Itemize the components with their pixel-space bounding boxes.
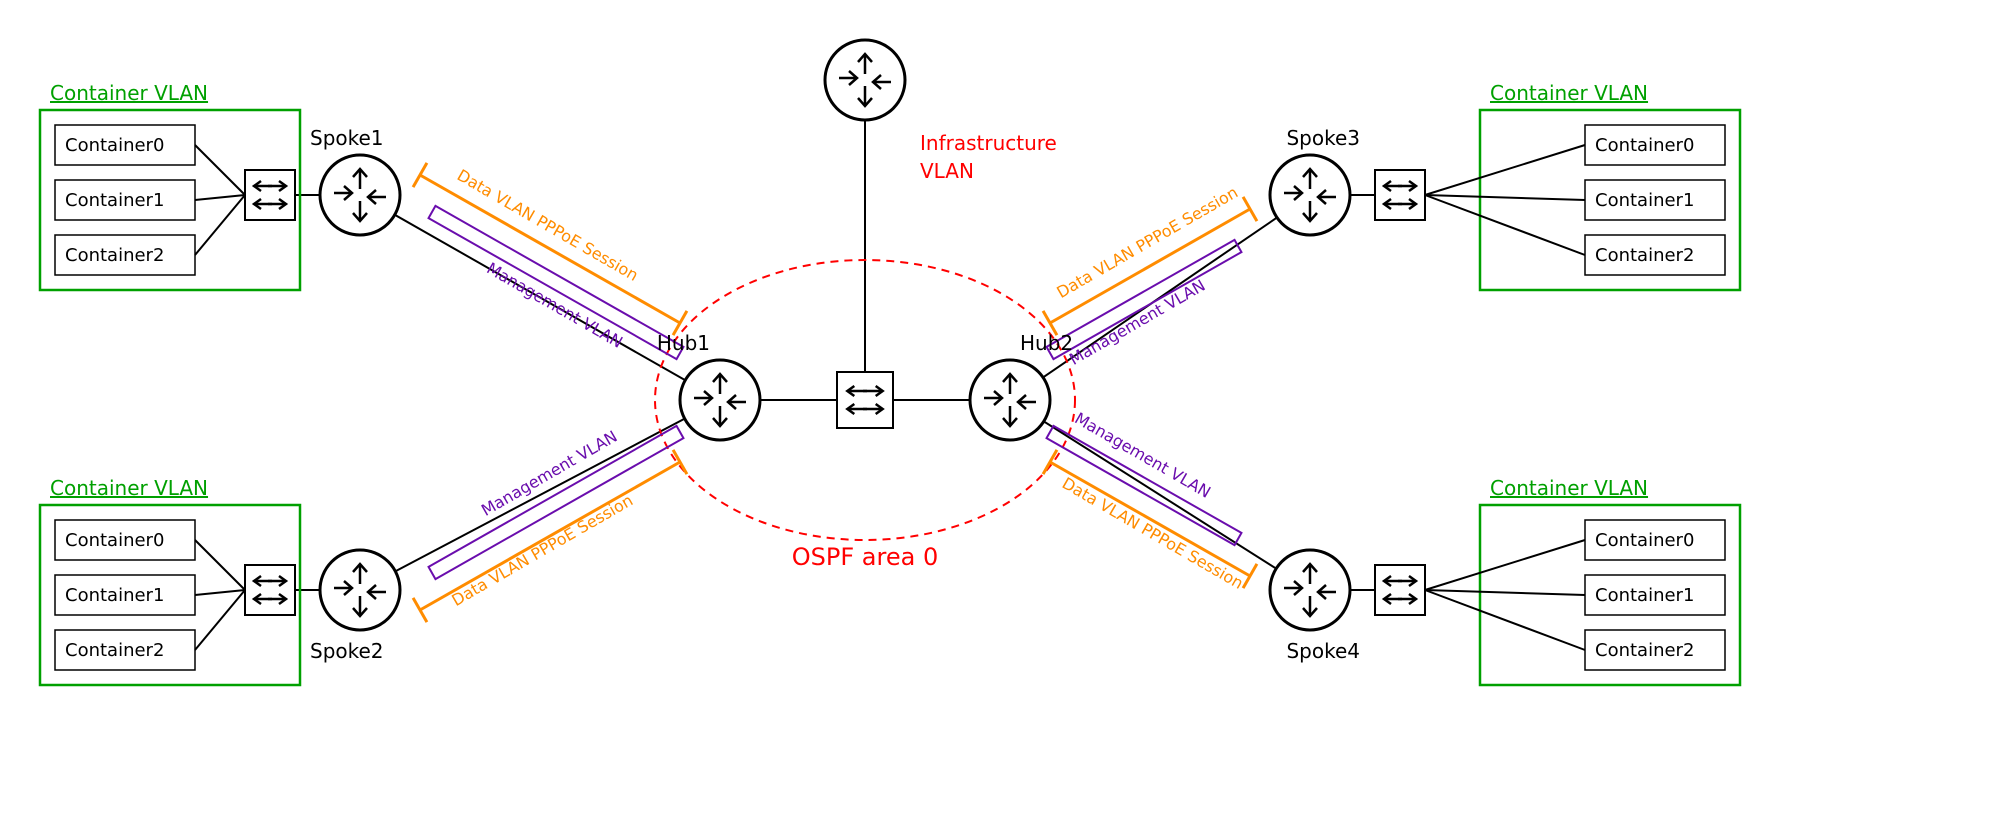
container-vlan-title: Container VLAN: [50, 476, 208, 500]
container-link: [195, 145, 245, 195]
mgmt-vlan-outline: [1047, 240, 1242, 359]
infra-router-icon: [825, 40, 905, 120]
spoke3-label: Spoke3: [1286, 126, 1360, 150]
hub2-router-icon: [970, 360, 1050, 440]
container-label: Container2: [65, 640, 164, 661]
container-label: Container2: [1595, 640, 1694, 661]
container-vlan-title: Container VLAN: [1490, 81, 1648, 105]
container-switch-icon: [1375, 565, 1425, 615]
container-label: Container2: [1595, 245, 1694, 266]
spoke4-router-icon: [1270, 550, 1350, 630]
mgmt-vlan-outline: [429, 426, 684, 579]
ospf-label: OSPF area 0: [792, 543, 938, 571]
container-group-br: Container VLAN Container0 Container1 Contai…: [1425, 476, 1740, 685]
container-group-tr: Container VLAN Container0 Container1 Contai…: [1425, 81, 1740, 290]
container-vlan-title: Container VLAN: [1490, 476, 1648, 500]
container-link: [1425, 590, 1585, 650]
container-link: [195, 540, 245, 590]
container-label: Container0: [1595, 530, 1694, 551]
container-switch-icon: [1375, 170, 1425, 220]
hub1-router-icon: [680, 360, 760, 440]
container-label: Container2: [65, 245, 164, 266]
hub2-label: Hub2: [1020, 331, 1073, 355]
container-vlan-title: Container VLAN: [50, 81, 208, 105]
container-link: [1425, 540, 1585, 590]
data-vlan-label: Data VLAN PPPoE Session: [454, 166, 642, 285]
spoke1-router-icon: [320, 155, 400, 235]
spoke2-router-icon: [320, 550, 400, 630]
link: [1010, 400, 1310, 590]
container-link: [1425, 590, 1585, 595]
infra-vlan-label-2: VLAN: [920, 159, 974, 183]
container-link: [195, 195, 245, 255]
spoke2-label: Spoke2: [310, 639, 384, 663]
container-switch-icon: [245, 170, 295, 220]
mgmt-vlan-label: Management VLAN: [1066, 276, 1209, 369]
connections-layer: [270, 80, 1400, 590]
center-switch-icon: [837, 372, 893, 428]
container-label: Container1: [1595, 190, 1694, 211]
data-vlan-label: Data VLAN PPPoE Session: [1053, 183, 1241, 302]
spoke4-label: Spoke4: [1286, 639, 1360, 663]
container-label: Container1: [1595, 585, 1694, 606]
link-anno-spoke1: Data VLAN PPPoE SessionManagement VLAN: [413, 163, 687, 359]
spoke1-label: Spoke1: [310, 126, 384, 150]
container-link: [1425, 145, 1585, 195]
link-anno-spoke3: Data VLAN PPPoE SessionManagement VLAN: [1043, 183, 1257, 369]
container-link: [195, 590, 245, 595]
container-link: [1425, 195, 1585, 255]
container-label: Container0: [65, 135, 164, 156]
spoke3-router-icon: [1270, 155, 1350, 235]
container-link: [195, 590, 245, 650]
data-vlan-label: Data VLAN PPPoE Session: [448, 491, 636, 610]
container-label: Container0: [65, 530, 164, 551]
pppoe-bracket: [1050, 462, 1250, 576]
link-anno-spoke4: Data VLAN PPPoE SessionManagement VLAN: [1043, 409, 1257, 593]
container-label: Container1: [65, 190, 164, 211]
container-link: [1425, 195, 1585, 200]
link-anno-spoke2: Data VLAN PPPoE SessionManagement VLAN: [413, 426, 687, 622]
container-label: Container0: [1595, 135, 1694, 156]
container-link: [195, 195, 245, 200]
hub1-label: Hub1: [657, 331, 710, 355]
container-label: Container1: [65, 585, 164, 606]
container-switch-icon: [245, 565, 295, 615]
infra-vlan-label-1: Infrastructure: [920, 131, 1057, 155]
